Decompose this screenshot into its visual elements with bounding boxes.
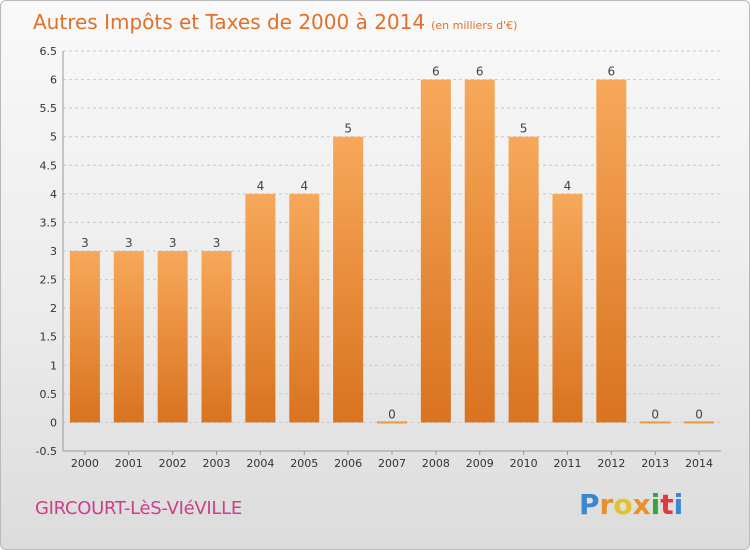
y-tick-label: 0	[50, 416, 57, 429]
data-labels: 3 3 3 3 4 4 5 0 6 6 5 4 6 0 0	[81, 65, 703, 422]
y-tick-label: -0.5	[36, 445, 57, 458]
bar-2008	[420, 79, 451, 423]
x-tick-label: 2000	[71, 457, 99, 470]
logo-letter: P	[579, 488, 600, 521]
data-label-2000: 3	[81, 236, 89, 250]
bar-2011	[552, 193, 583, 423]
x-tick-label: 2001	[115, 457, 143, 470]
x-tick-label: 2010	[510, 457, 538, 470]
chart-unit: (en milliers d'€)	[431, 19, 518, 32]
data-label-2009: 6	[476, 65, 484, 79]
bar-2001	[113, 251, 144, 423]
x-tick-label: 2002	[159, 457, 187, 470]
x-tick-label: 2008	[422, 457, 450, 470]
bar-2013	[640, 421, 671, 424]
bar-2012	[596, 79, 627, 423]
bars	[69, 79, 715, 424]
x-tick-label: 2005	[290, 457, 318, 470]
data-label-2004: 4	[257, 179, 265, 193]
y-tick-label: 5	[50, 131, 57, 144]
logo-letter: r	[599, 488, 614, 521]
bar-2000	[69, 251, 100, 423]
data-label-2001: 3	[125, 236, 133, 250]
y-tick-label: 3.5	[40, 216, 58, 229]
y-tick-label: 2	[50, 302, 57, 315]
logo-letter: o	[613, 488, 633, 521]
data-label-2014: 0	[695, 407, 703, 421]
bar-2007	[377, 421, 407, 424]
logo-letter: i	[673, 488, 684, 521]
bar-2010	[508, 136, 539, 423]
data-label-2008: 6	[432, 65, 440, 79]
logo-letter: i	[650, 488, 661, 521]
data-label-2007: 0	[388, 407, 396, 421]
data-label-2011: 4	[564, 179, 572, 193]
x-tick-label: 2007	[378, 457, 406, 470]
data-label-2002: 3	[169, 236, 177, 250]
bar-2014	[684, 421, 715, 424]
x-tick-label: 2013	[641, 457, 669, 470]
data-label-2005: 4	[300, 179, 308, 193]
y-tick-label: 1.5	[40, 331, 58, 344]
y-tick-label: 0.5	[40, 388, 58, 401]
y-tick-label: 4.5	[40, 159, 58, 172]
y-tick-label: 5.5	[40, 102, 58, 115]
bar-2003	[201, 251, 232, 423]
data-label-2003: 3	[213, 236, 221, 250]
x-tick-label: 2003	[203, 457, 231, 470]
bar-2006	[333, 136, 364, 423]
bar-2004	[245, 193, 276, 423]
chart-title-text: Autres Impôts et Taxes de 2000 à 2014	[33, 10, 426, 34]
x-tick-label: 2012	[597, 457, 625, 470]
bar-2002	[157, 251, 188, 423]
x-tick-label: 2009	[466, 457, 494, 470]
municipality-name: GIRCOURT-LèS-VIéVILLE	[35, 498, 242, 519]
data-label-2010: 5	[520, 122, 528, 136]
x-tick-label: 2014	[685, 457, 713, 470]
logo-letter: t	[660, 488, 674, 521]
y-tick-label: 4	[50, 188, 57, 201]
data-label-2013: 0	[651, 407, 659, 421]
data-label-2012: 6	[608, 65, 616, 79]
y-tick-label: 6.5	[40, 45, 58, 58]
data-label-2006: 5	[344, 122, 352, 136]
y-tick-label: 1	[50, 359, 57, 372]
bar-2005	[289, 193, 320, 423]
axes: -0.5 0 0.5 1 1.5 2 2.5 3 3.5 4 4.5 5 5.5 6 6.5 2000 2001…	[36, 45, 721, 470]
chart-title: Autres Impôts et Taxes de 2000 à 2014 (en…	[33, 10, 517, 34]
proxiti-logo[interactable]: Proxiti	[579, 488, 683, 521]
y-tick-label: 3	[50, 245, 57, 258]
bar-2009	[464, 79, 495, 423]
x-tick-label: 2006	[334, 457, 362, 470]
x-tick-label: 2011	[553, 457, 581, 470]
x-tick-label: 2004	[246, 457, 274, 470]
y-tick-label: 2.5	[40, 274, 58, 287]
logo-letter: x	[632, 488, 651, 521]
y-tick-label: 6	[50, 74, 57, 87]
